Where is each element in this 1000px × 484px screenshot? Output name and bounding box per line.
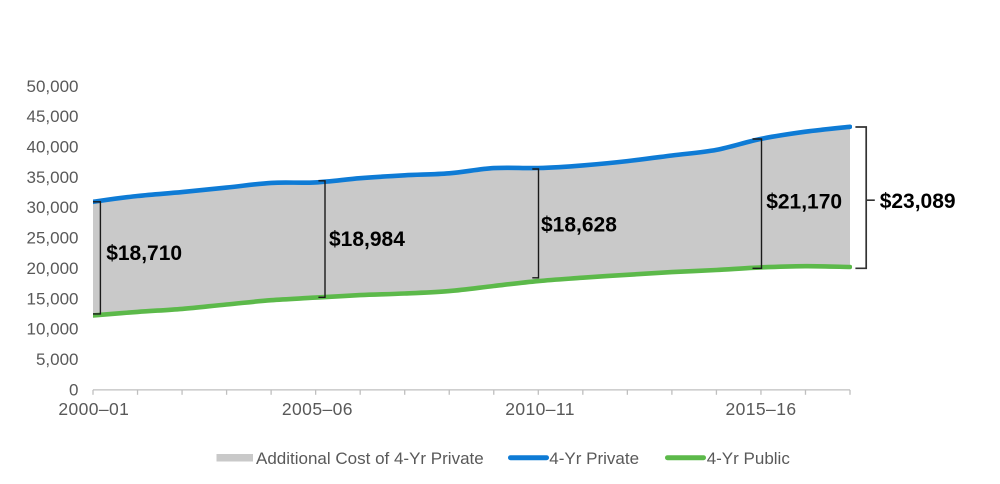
- svg-text:Additional Cost of 4-Yr Privat: Additional Cost of 4-Yr Private: [256, 449, 484, 468]
- svg-text:4-Yr Private: 4-Yr Private: [549, 449, 639, 468]
- svg-text:5,000: 5,000: [36, 350, 79, 369]
- svg-text:10,000: 10,000: [27, 320, 79, 339]
- svg-text:50,000: 50,000: [27, 77, 79, 96]
- svg-text:2010–11: 2010–11: [505, 399, 575, 419]
- svg-text:40,000: 40,000: [27, 138, 79, 157]
- svg-text:0: 0: [69, 380, 78, 399]
- svg-text:$18,710: $18,710: [106, 242, 182, 265]
- svg-text:$18,984: $18,984: [329, 228, 405, 251]
- svg-text:4-Yr Public: 4-Yr Public: [707, 449, 791, 468]
- svg-text:$23,089: $23,089: [880, 190, 956, 213]
- svg-text:$18,628: $18,628: [541, 214, 617, 237]
- svg-text:$21,170: $21,170: [766, 191, 842, 214]
- svg-text:45,000: 45,000: [27, 107, 79, 126]
- svg-text:2015–16: 2015–16: [726, 399, 797, 419]
- svg-text:35,000: 35,000: [27, 168, 79, 187]
- svg-text:15,000: 15,000: [27, 289, 79, 308]
- svg-text:30,000: 30,000: [27, 198, 79, 217]
- svg-text:2000–01: 2000–01: [58, 399, 129, 419]
- svg-text:2005–06: 2005–06: [282, 399, 353, 419]
- svg-text:25,000: 25,000: [27, 229, 79, 248]
- svg-text:20,000: 20,000: [27, 259, 79, 278]
